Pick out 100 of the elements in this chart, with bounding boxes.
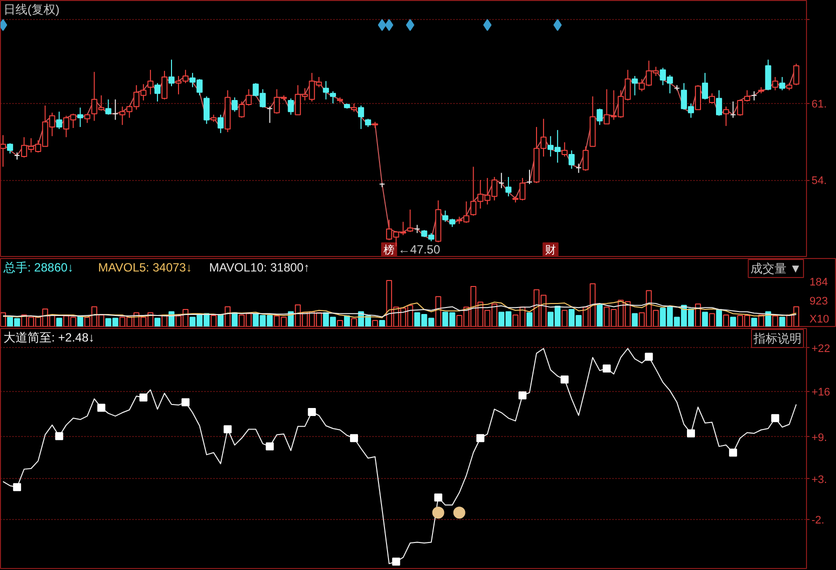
point bbox=[434, 493, 442, 502]
candlestick bbox=[147, 69, 154, 95]
bar bbox=[56, 318, 62, 326]
bar bbox=[351, 318, 357, 326]
text: 大道简至: +2.48↓ bbox=[4, 330, 95, 344]
candlestick bbox=[407, 209, 414, 233]
data-label: 榜 bbox=[384, 243, 395, 256]
candlestick bbox=[765, 59, 772, 91]
candlestick bbox=[288, 98, 294, 116]
annotation: ←47.50 bbox=[398, 242, 440, 256]
bar bbox=[723, 314, 730, 326]
text: MAVOL5: 34073↓ bbox=[98, 260, 192, 274]
y-tick-label: -2. bbox=[812, 514, 824, 527]
candlestick bbox=[716, 90, 722, 116]
candlestick bbox=[505, 176, 512, 197]
text: 184 bbox=[810, 276, 828, 288]
candlestick bbox=[568, 150, 575, 170]
point bbox=[266, 442, 274, 450]
point bbox=[644, 352, 653, 361]
point bbox=[518, 391, 526, 400]
bar bbox=[372, 320, 378, 326]
point bbox=[392, 558, 400, 566]
bar bbox=[232, 312, 238, 326]
bar bbox=[758, 314, 764, 326]
candlestick bbox=[218, 114, 224, 134]
candlestick bbox=[84, 113, 90, 124]
candlestick bbox=[562, 142, 568, 158]
candlestick bbox=[77, 107, 84, 128]
bar bbox=[218, 314, 224, 326]
bar bbox=[702, 312, 708, 326]
point bbox=[771, 414, 780, 422]
y-tick-label: 61. bbox=[812, 98, 827, 111]
candlestick bbox=[0, 134, 6, 168]
bar bbox=[526, 312, 532, 326]
bar bbox=[154, 318, 160, 326]
candlestick bbox=[168, 59, 175, 87]
point bbox=[453, 506, 466, 519]
data-label: 财 bbox=[545, 243, 556, 256]
bar bbox=[695, 303, 701, 326]
text: 成交量 ▼ bbox=[750, 262, 802, 276]
y-tick-label: +9. bbox=[812, 432, 828, 444]
bar bbox=[596, 304, 603, 326]
candlestick bbox=[702, 72, 708, 100]
point bbox=[432, 506, 444, 519]
point bbox=[476, 434, 484, 442]
candlestick bbox=[674, 84, 680, 91]
candlestick bbox=[7, 142, 14, 154]
point bbox=[602, 364, 611, 372]
candlestick bbox=[161, 70, 168, 100]
bar bbox=[379, 320, 386, 326]
point bbox=[224, 425, 232, 434]
bar bbox=[751, 318, 758, 326]
candlestick bbox=[358, 105, 364, 130]
y-tick-label: +22 bbox=[812, 342, 830, 355]
candlestick bbox=[204, 96, 210, 124]
candlestick bbox=[582, 146, 589, 172]
candlestick bbox=[330, 90, 336, 104]
bar bbox=[0, 312, 6, 326]
candlestick bbox=[730, 100, 736, 118]
text: MAVOL10: 31800↑ bbox=[209, 260, 310, 274]
text: 923 bbox=[810, 296, 828, 308]
candlestick bbox=[772, 76, 778, 91]
bar bbox=[730, 316, 736, 326]
point bbox=[182, 398, 190, 406]
candlestick bbox=[498, 172, 504, 189]
y-tick-label: +16 bbox=[812, 386, 830, 398]
point bbox=[97, 404, 106, 412]
candlestick bbox=[596, 108, 603, 126]
candlestick bbox=[708, 92, 716, 104]
candlestick bbox=[576, 163, 582, 174]
candlestick bbox=[793, 63, 800, 86]
bar bbox=[210, 314, 217, 326]
point bbox=[55, 432, 64, 440]
point bbox=[350, 434, 358, 442]
bar bbox=[337, 320, 343, 326]
bar bbox=[562, 310, 568, 326]
bar bbox=[344, 315, 350, 326]
candlestick bbox=[154, 82, 160, 102]
point bbox=[729, 448, 738, 457]
bar bbox=[224, 306, 231, 326]
candlestick bbox=[112, 98, 118, 120]
point bbox=[560, 376, 569, 384]
candlestick bbox=[694, 84, 702, 110]
y-tick-label: 54. bbox=[812, 175, 827, 188]
candlestick bbox=[526, 169, 533, 185]
y-tick-label: +3. bbox=[812, 474, 828, 486]
bar bbox=[779, 316, 786, 326]
candlestick bbox=[322, 80, 329, 100]
line-series bbox=[2, 348, 797, 564]
bar bbox=[772, 315, 778, 326]
point bbox=[13, 483, 22, 492]
annotation: 指标说明 bbox=[752, 332, 802, 346]
candlestick bbox=[779, 76, 786, 91]
text: X10 bbox=[810, 314, 830, 326]
candlestick bbox=[266, 106, 273, 124]
candlestick bbox=[723, 106, 730, 126]
chart-title: 日线(复权) bbox=[4, 2, 60, 16]
candlestick bbox=[105, 98, 112, 116]
point bbox=[686, 429, 695, 438]
bar bbox=[632, 313, 638, 326]
